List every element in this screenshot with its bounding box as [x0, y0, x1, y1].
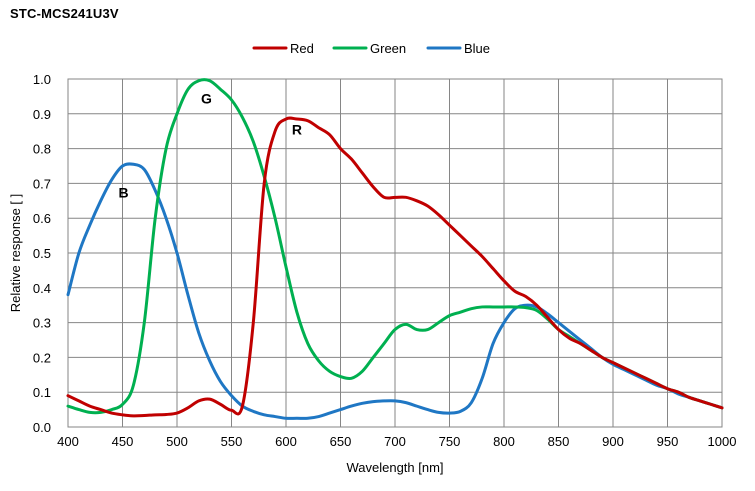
- x-tick-label: 750: [439, 434, 461, 449]
- x-tick-label: 950: [657, 434, 679, 449]
- curve-label-green: G: [201, 90, 212, 106]
- x-tick-label: 850: [548, 434, 570, 449]
- curve-label-red: R: [292, 122, 302, 138]
- y-tick-label: 0.6: [33, 211, 51, 226]
- y-tick-label: 0.4: [33, 281, 51, 296]
- series-line-blue: [66, 162, 724, 420]
- y-tick-label: 0.8: [33, 142, 51, 157]
- x-tick-label: 1000: [708, 434, 737, 449]
- y-tick-label: 0.3: [33, 316, 51, 331]
- y-tick-label: 0.1: [33, 385, 51, 400]
- chart-title: STC-MCS241U3V: [10, 6, 119, 21]
- legend-label: Blue: [464, 41, 490, 56]
- curve-label-blue: B: [119, 184, 129, 200]
- legend-label: Green: [370, 41, 406, 56]
- y-axis-title: Relative response [ ]: [8, 194, 23, 313]
- x-tick-label: 650: [330, 434, 352, 449]
- x-tick-label: 900: [602, 434, 624, 449]
- y-tick-label: 0.5: [33, 246, 51, 261]
- x-tick-label: 500: [166, 434, 188, 449]
- x-tick-label: 800: [493, 434, 515, 449]
- y-tick-label: 0.7: [33, 176, 51, 191]
- x-tick-label: 400: [57, 434, 79, 449]
- legend-item-green: Green: [332, 41, 406, 56]
- x-tick-label: 600: [275, 434, 297, 449]
- x-tick-label: 550: [221, 434, 243, 449]
- x-tick-label: 450: [112, 434, 134, 449]
- x-axis-title: Wavelength [nm]: [346, 460, 443, 475]
- legend-label: Red: [290, 41, 314, 56]
- y-tick-label: 1.0: [33, 72, 51, 87]
- legend-item-blue: Blue: [426, 41, 490, 56]
- y-tick-label: 0.9: [33, 107, 51, 122]
- y-tick-label: 0.0: [33, 420, 51, 435]
- plot-border: [67, 78, 723, 428]
- legend-item-red: Red: [252, 41, 314, 56]
- series-line-red: [66, 116, 724, 418]
- y-tick-label: 0.2: [33, 350, 51, 365]
- legend: Red Green Blue: [252, 41, 490, 56]
- x-tick-label: 700: [384, 434, 406, 449]
